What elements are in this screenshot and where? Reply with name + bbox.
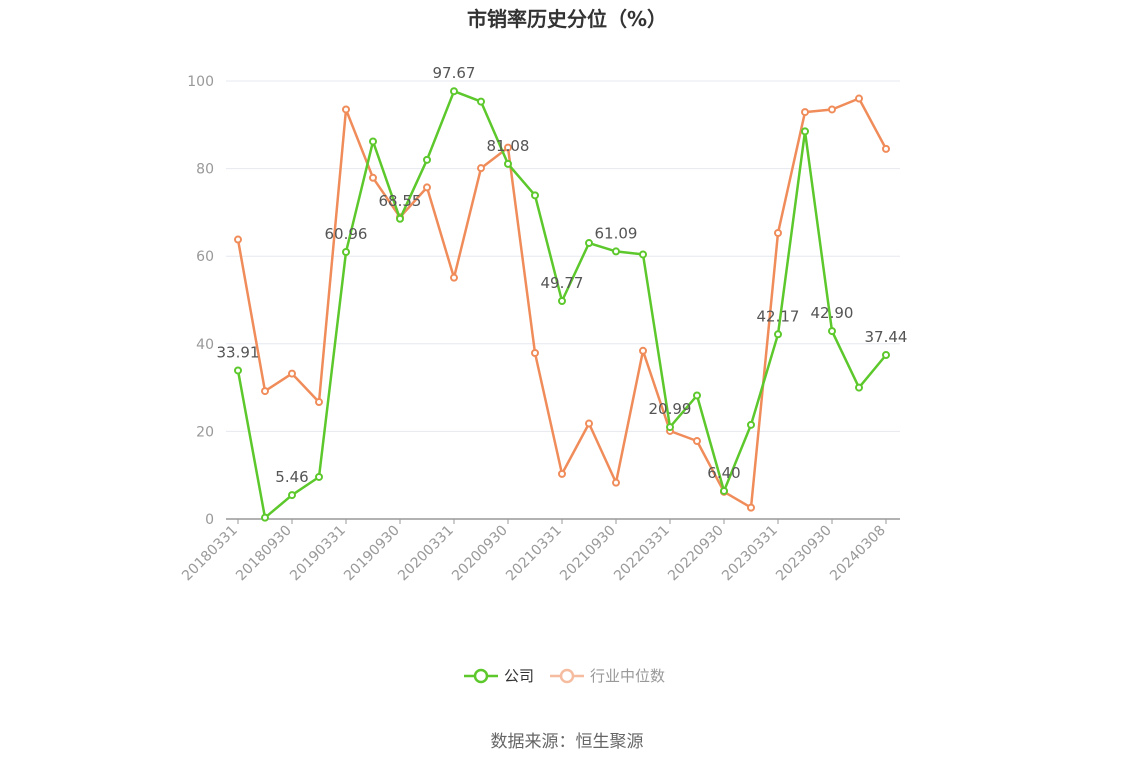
data-point[interactable] <box>720 486 728 495</box>
legend: 公司 行业中位数 <box>464 667 665 685</box>
data-point[interactable] <box>234 366 242 375</box>
x-axis: 2018033120180930201903312019093020200331… <box>179 518 900 585</box>
data-label: 42.17 <box>757 307 800 325</box>
x-tick-label: 20200930 <box>449 523 511 585</box>
data-point[interactable] <box>585 239 593 248</box>
data-point[interactable] <box>693 437 701 446</box>
y-tick-label: 0 <box>205 512 214 528</box>
data-label: 33.91 <box>217 343 260 361</box>
data-point[interactable] <box>774 330 782 339</box>
legend-label: 公司 <box>504 667 534 685</box>
x-tick-label: 20190930 <box>341 523 403 585</box>
data-point[interactable] <box>531 348 539 357</box>
data-label: 5.46 <box>275 468 308 486</box>
data-point[interactable] <box>477 164 485 173</box>
data-point[interactable] <box>855 383 863 392</box>
data-point[interactable] <box>369 173 377 182</box>
data-point[interactable] <box>504 159 512 168</box>
data-point[interactable] <box>315 472 323 481</box>
data-point[interactable] <box>558 297 566 306</box>
data-label: 20.99 <box>649 400 692 418</box>
data-point[interactable] <box>693 391 701 400</box>
y-tick-label: 40 <box>196 337 214 353</box>
data-point[interactable] <box>234 235 242 244</box>
data-point[interactable] <box>423 183 431 192</box>
x-tick-label: 20230930 <box>773 523 835 585</box>
data-point[interactable] <box>342 105 350 114</box>
data-label: 61.09 <box>595 224 638 242</box>
data-label: 42.90 <box>811 304 854 322</box>
y-tick-label: 20 <box>196 424 214 440</box>
data-point[interactable] <box>261 513 269 522</box>
y-tick-label: 100 <box>187 74 214 90</box>
data-point[interactable] <box>531 191 539 200</box>
legend-label: 行业中位数 <box>590 667 665 685</box>
data-label: 6.40 <box>707 464 740 482</box>
data-point[interactable] <box>396 214 404 223</box>
data-point[interactable] <box>747 420 755 429</box>
data-label: 49.77 <box>541 274 584 292</box>
data-label: 81.08 <box>487 137 530 155</box>
data-point[interactable] <box>666 423 674 432</box>
data-point[interactable] <box>288 491 296 500</box>
series-group: 33.91 5.46 60.96 68.55 97.67 81.08 49.77 61.09 2… <box>217 64 908 522</box>
data-point[interactable] <box>423 155 431 164</box>
grid <box>226 80 900 432</box>
data-label: 60.96 <box>325 225 368 243</box>
data-point[interactable] <box>477 97 485 106</box>
data-point[interactable] <box>504 143 512 152</box>
data-point[interactable] <box>882 351 890 360</box>
data-point[interactable] <box>774 228 782 237</box>
data-point[interactable] <box>612 478 620 487</box>
data-point[interactable] <box>639 250 647 259</box>
x-tick-label: 20190331 <box>287 523 349 585</box>
x-tick-label: 20210930 <box>557 523 619 585</box>
data-point[interactable] <box>855 94 863 103</box>
data-point[interactable] <box>585 419 593 428</box>
data-label: 37.44 <box>865 328 908 346</box>
data-point[interactable] <box>288 369 296 378</box>
x-tick-label: 20230331 <box>719 523 781 585</box>
y-axis: 0 20 40 60 80 100 <box>187 74 214 528</box>
chart-title: 市销率历史分位（%） <box>467 7 667 31</box>
legend-marker <box>473 668 489 684</box>
data-source: 数据来源：恒生聚源 <box>491 732 644 752</box>
data-point[interactable] <box>369 137 377 146</box>
data-point[interactable] <box>882 144 890 153</box>
legend-item-industry-median[interactable]: 行业中位数 <box>550 667 665 685</box>
data-labels: 33.91 5.46 60.96 68.55 97.67 81.08 49.77 61.09 2… <box>217 64 908 486</box>
x-tick-label: 20200331 <box>395 523 457 585</box>
data-point[interactable] <box>450 87 458 96</box>
data-point[interactable] <box>450 273 458 282</box>
data-label: 68.55 <box>379 192 422 210</box>
data-point[interactable] <box>828 105 836 114</box>
data-point[interactable] <box>801 108 809 117</box>
data-point[interactable] <box>342 247 350 256</box>
data-point[interactable] <box>315 398 323 407</box>
x-tick-label: 20240308 <box>827 523 889 585</box>
data-point[interactable] <box>261 387 269 396</box>
data-point[interactable] <box>828 327 836 336</box>
data-point[interactable] <box>558 469 566 478</box>
data-point[interactable] <box>747 503 755 512</box>
y-tick-label: 80 <box>196 162 214 178</box>
data-point[interactable] <box>612 247 620 256</box>
data-point[interactable] <box>801 127 809 136</box>
data-label: 97.67 <box>433 64 476 82</box>
x-tick-label: 20180930 <box>233 523 295 585</box>
x-tick-label: 20180331 <box>179 523 241 585</box>
x-tick-label: 20220930 <box>665 523 727 585</box>
data-point[interactable] <box>639 346 647 355</box>
x-tick-label: 20210331 <box>503 523 565 585</box>
x-tick-label: 20220331 <box>611 523 673 585</box>
y-tick-label: 60 <box>196 249 214 265</box>
legend-marker <box>559 668 575 684</box>
series-company <box>234 87 890 522</box>
legend-item-company[interactable]: 公司 <box>464 667 534 685</box>
